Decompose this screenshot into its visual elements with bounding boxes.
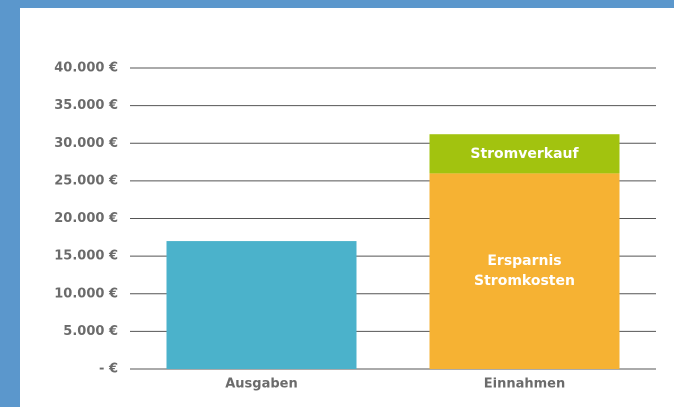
x-tick-label: Ausgaben: [225, 377, 298, 392]
y-tick-label: 10.000 €: [54, 286, 118, 301]
x-tick-label: Einnahmen: [484, 377, 566, 392]
y-tick-label: 15.000 €: [54, 249, 118, 264]
bar-segment: [429, 173, 620, 369]
bar-segment: [429, 134, 620, 174]
y-tick-label: - €: [99, 362, 118, 377]
bar-segment: [166, 241, 357, 369]
y-tick-label: 5.000 €: [63, 324, 118, 339]
y-tick-label: 35.000 €: [54, 98, 118, 113]
segment-label: Ersparnis Stromkosten: [474, 253, 575, 290]
y-tick-label: 40.000 €: [54, 61, 118, 76]
y-tick-label: 30.000 €: [54, 136, 118, 151]
segment-label: Stromverkauf: [470, 145, 579, 162]
y-tick-label: 25.000 €: [54, 173, 118, 188]
y-tick-label: 20.000 €: [54, 211, 118, 226]
